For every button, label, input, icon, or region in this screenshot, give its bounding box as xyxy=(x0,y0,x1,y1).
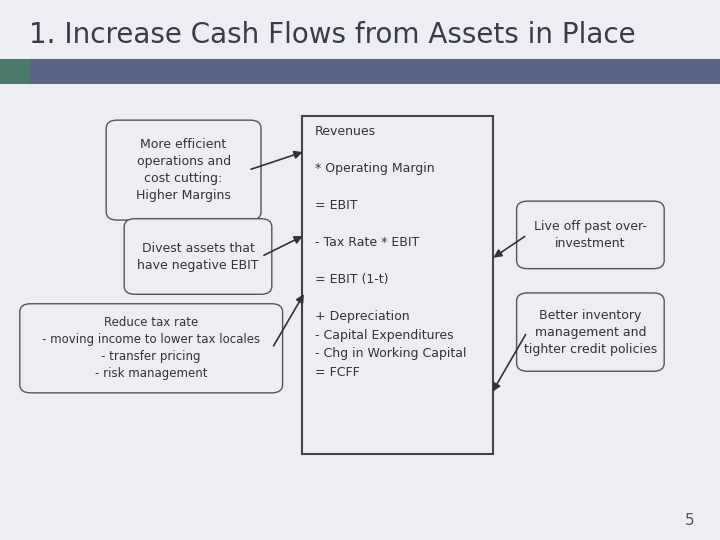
FancyBboxPatch shape xyxy=(516,293,664,372)
Text: Live off past over-
investment: Live off past over- investment xyxy=(534,220,647,250)
Text: Better inventory
management and
tighter credit policies: Better inventory management and tighter … xyxy=(523,308,657,356)
FancyBboxPatch shape xyxy=(19,303,282,393)
Text: Divest assets that
have negative EBIT: Divest assets that have negative EBIT xyxy=(138,241,258,272)
FancyBboxPatch shape xyxy=(302,116,493,454)
FancyBboxPatch shape xyxy=(516,201,664,269)
Bar xyxy=(0,59,30,84)
FancyBboxPatch shape xyxy=(125,219,272,294)
Text: 1. Increase Cash Flows from Assets in Place: 1. Increase Cash Flows from Assets in Pl… xyxy=(29,21,636,49)
FancyBboxPatch shape xyxy=(107,120,261,220)
Text: 5: 5 xyxy=(685,513,695,528)
Text: More efficient
operations and
cost cutting:
Higher Margins: More efficient operations and cost cutti… xyxy=(136,138,231,202)
Text: Reduce tax rate
- moving income to lower tax locales
- transfer pricing
- risk m: Reduce tax rate - moving income to lower… xyxy=(42,316,260,380)
Text: Revenues

* Operating Margin

= EBIT

- Tax Rate * EBIT

= EBIT (1-t)

+ Depreci: Revenues * Operating Margin = EBIT - Tax… xyxy=(315,125,466,379)
Bar xyxy=(0,59,720,84)
